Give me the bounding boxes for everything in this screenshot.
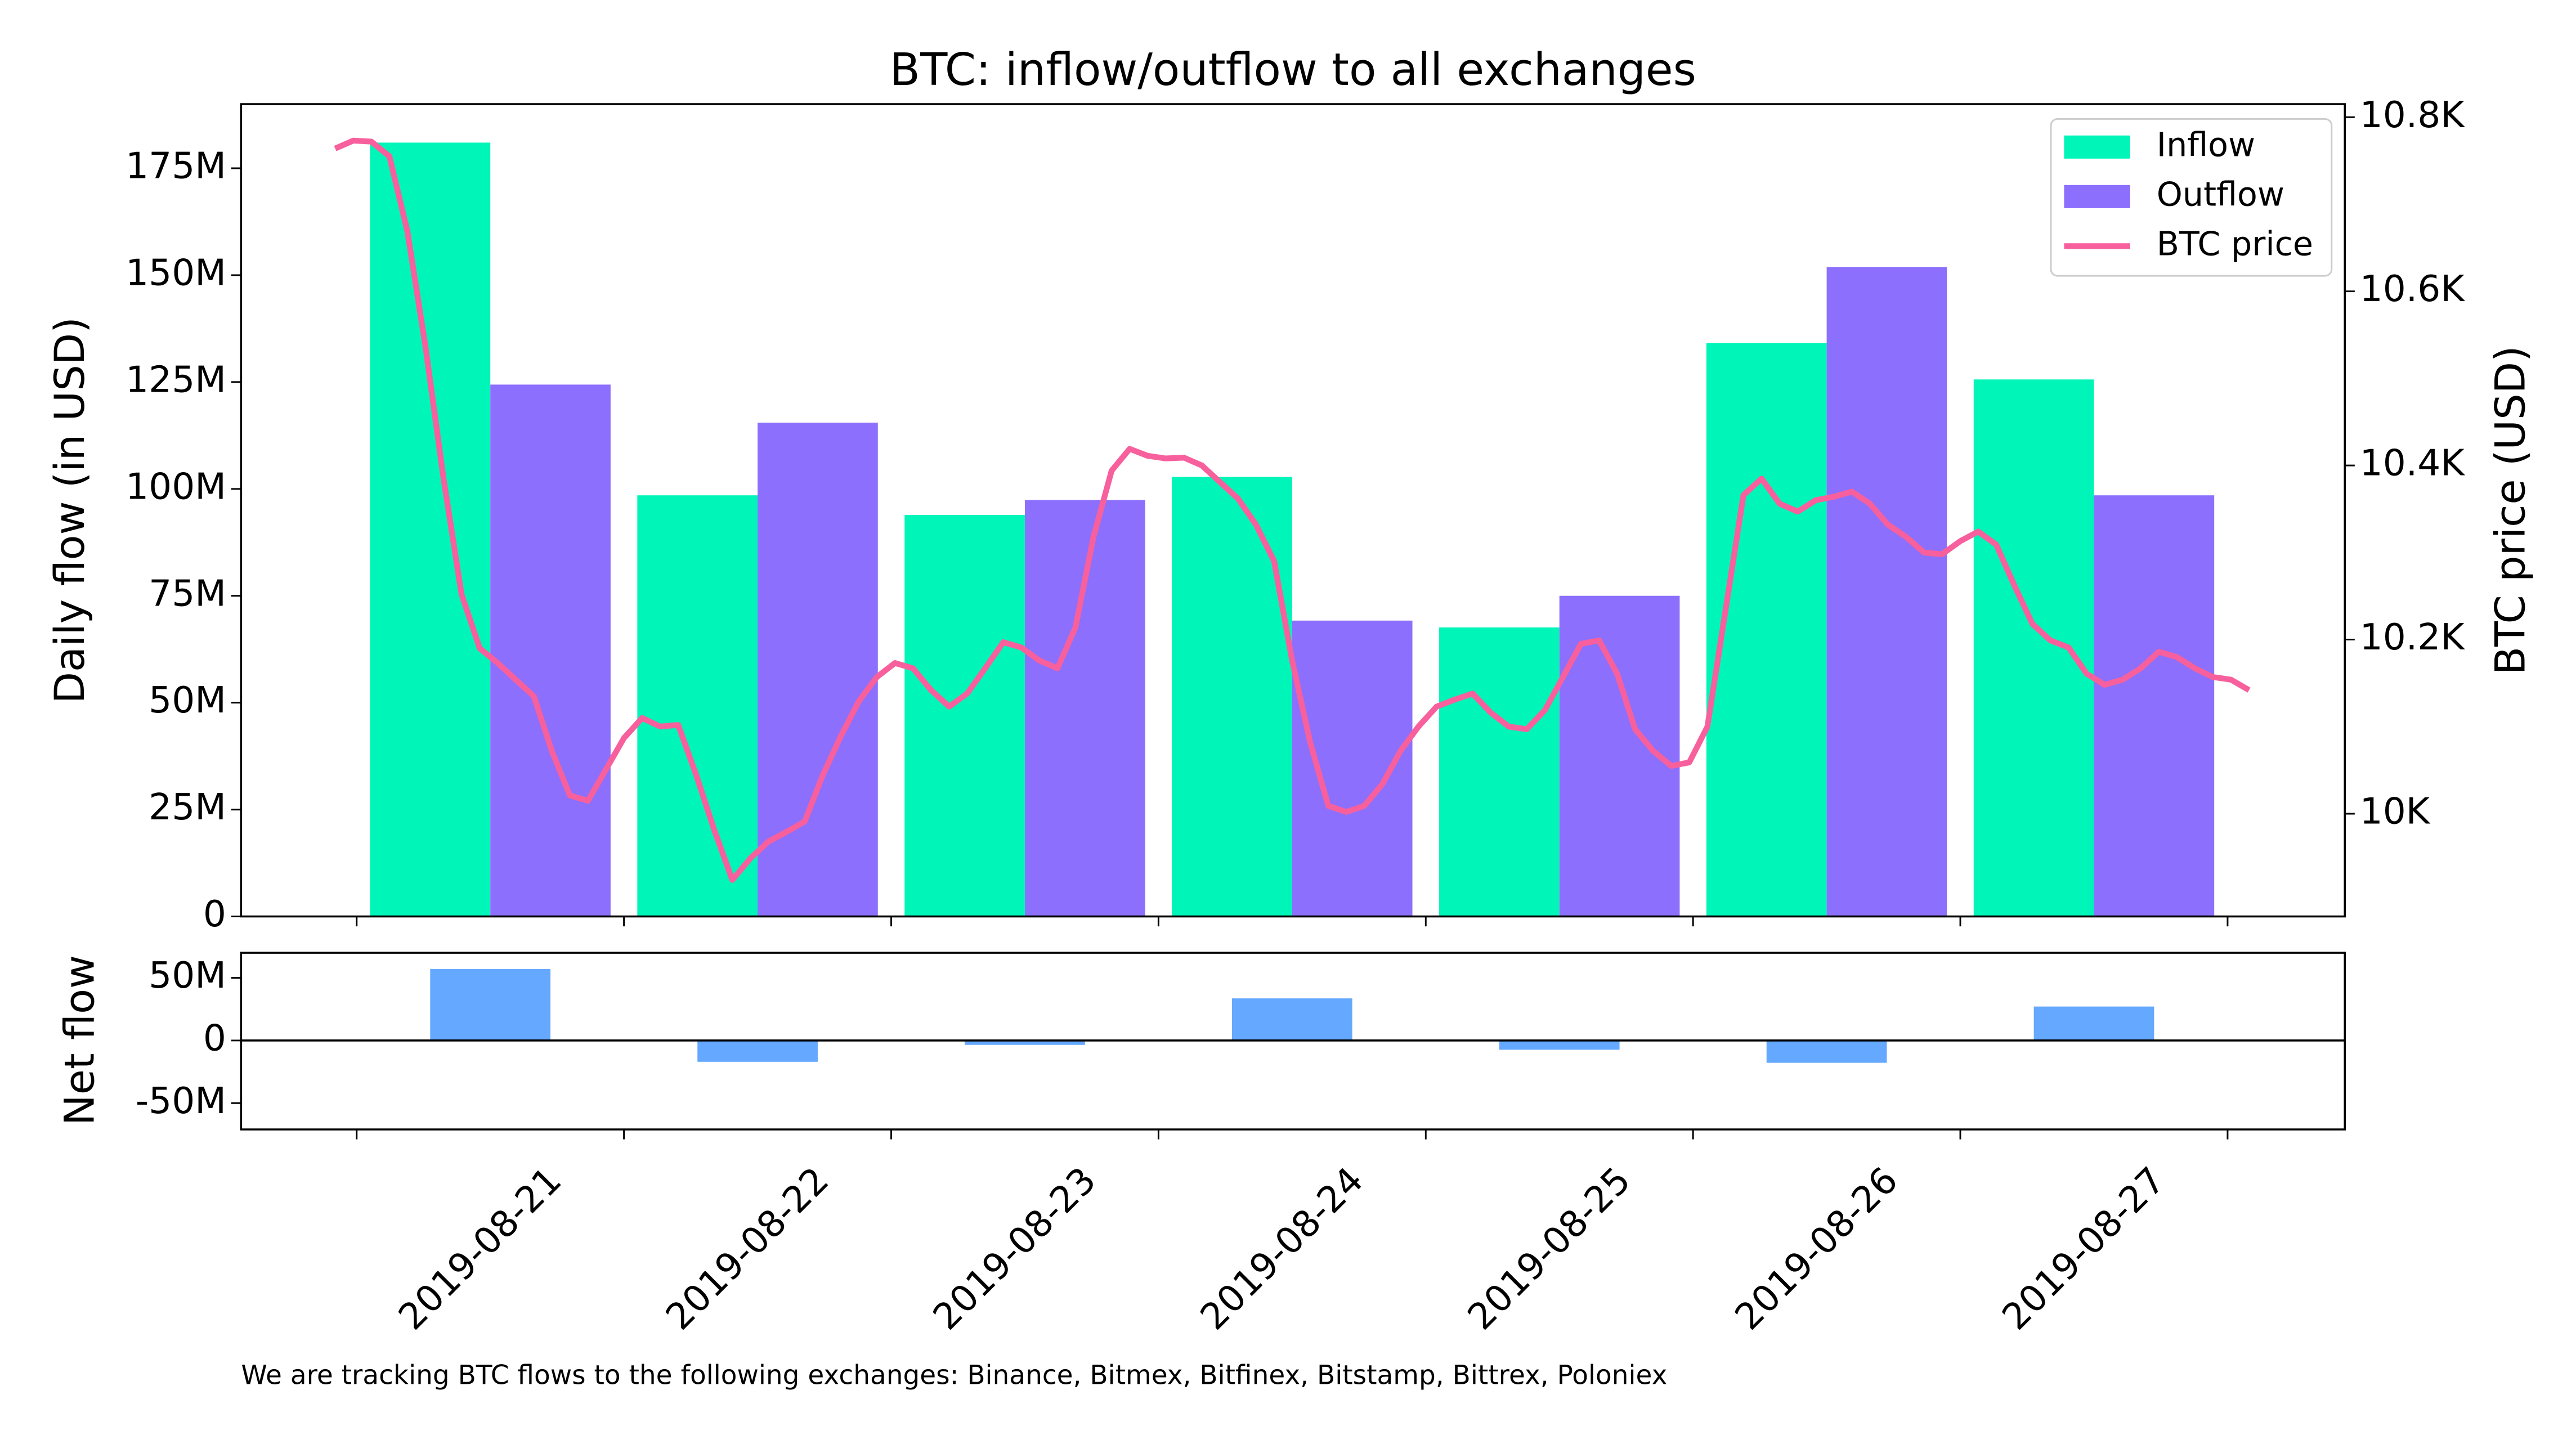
bar (1172, 477, 1292, 917)
x-tick-label: 2019-08-25 (1460, 1159, 1639, 1338)
bar (1826, 267, 1947, 917)
footnote: We are tracking BTC flows to the followi… (241, 1360, 1667, 1391)
bar (1766, 1040, 1887, 1063)
y2-axis-label: BTC price (USD) (2487, 346, 2535, 675)
y-tick-label: 10.2K (2360, 616, 2466, 658)
bar (758, 423, 878, 917)
bar (1231, 998, 1352, 1041)
x-tick-label: 2019-08-21 (391, 1159, 570, 1338)
legend-label: Inflow (2157, 125, 2255, 164)
price-line (334, 137, 2251, 883)
x-tick-label: 2019-08-24 (1193, 1159, 1372, 1338)
y-axis-label: Net flow (56, 955, 104, 1125)
bar (2094, 495, 2215, 917)
y-axis-label: Daily flow (in USD) (46, 317, 94, 703)
bar (2033, 1006, 2154, 1041)
y-tick-label: 100M (126, 465, 226, 508)
y-tick-label: 10.8K (2360, 94, 2466, 136)
y-tick-label: 25M (149, 786, 226, 828)
bar (370, 142, 491, 917)
y-tick-label: 50M (149, 679, 226, 721)
y-tick-label: 175M (126, 145, 226, 187)
bar (1973, 379, 2094, 917)
bar (637, 495, 758, 917)
axes-frame (240, 952, 2346, 1131)
y-tick-label: 10K (2360, 791, 2431, 833)
y-tick-label: 10.4K (2360, 442, 2466, 485)
y-tick-label: 150M (126, 252, 226, 294)
legend-label: Outflow (2157, 175, 2284, 213)
y-tick-label: 125M (126, 358, 226, 401)
bar (430, 969, 551, 1041)
bar (1439, 627, 1560, 917)
bar (490, 384, 611, 917)
x-tick-label: 2019-08-22 (658, 1159, 837, 1338)
x-tick-label: 2019-08-26 (1727, 1159, 1906, 1338)
x-tick-label: 2019-08-27 (1994, 1159, 2173, 1338)
bar (1292, 620, 1413, 917)
y-tick-label: 10.6K (2360, 268, 2466, 310)
bar (965, 1040, 1085, 1045)
bar (1706, 343, 1827, 917)
bar (1024, 500, 1145, 917)
bar (1499, 1040, 1620, 1050)
y-tick-label: 75M (149, 572, 226, 615)
y-tick-label: 50M (149, 954, 226, 997)
y-tick-label: 0 (203, 893, 226, 935)
legend-label: BTC price (2157, 225, 2313, 263)
y-tick-label: 0 (203, 1017, 226, 1060)
legend-swatch (2064, 135, 2130, 159)
axes-frame (240, 103, 2346, 918)
x-tick-label: 2019-08-23 (925, 1159, 1104, 1338)
legend-swatch (2064, 185, 2130, 208)
y-tick-label: -50M (136, 1080, 226, 1122)
chart-title: BTC: inflow/outflow to all exchanges (890, 43, 1696, 96)
bar (697, 1040, 818, 1062)
bar (904, 515, 1025, 917)
